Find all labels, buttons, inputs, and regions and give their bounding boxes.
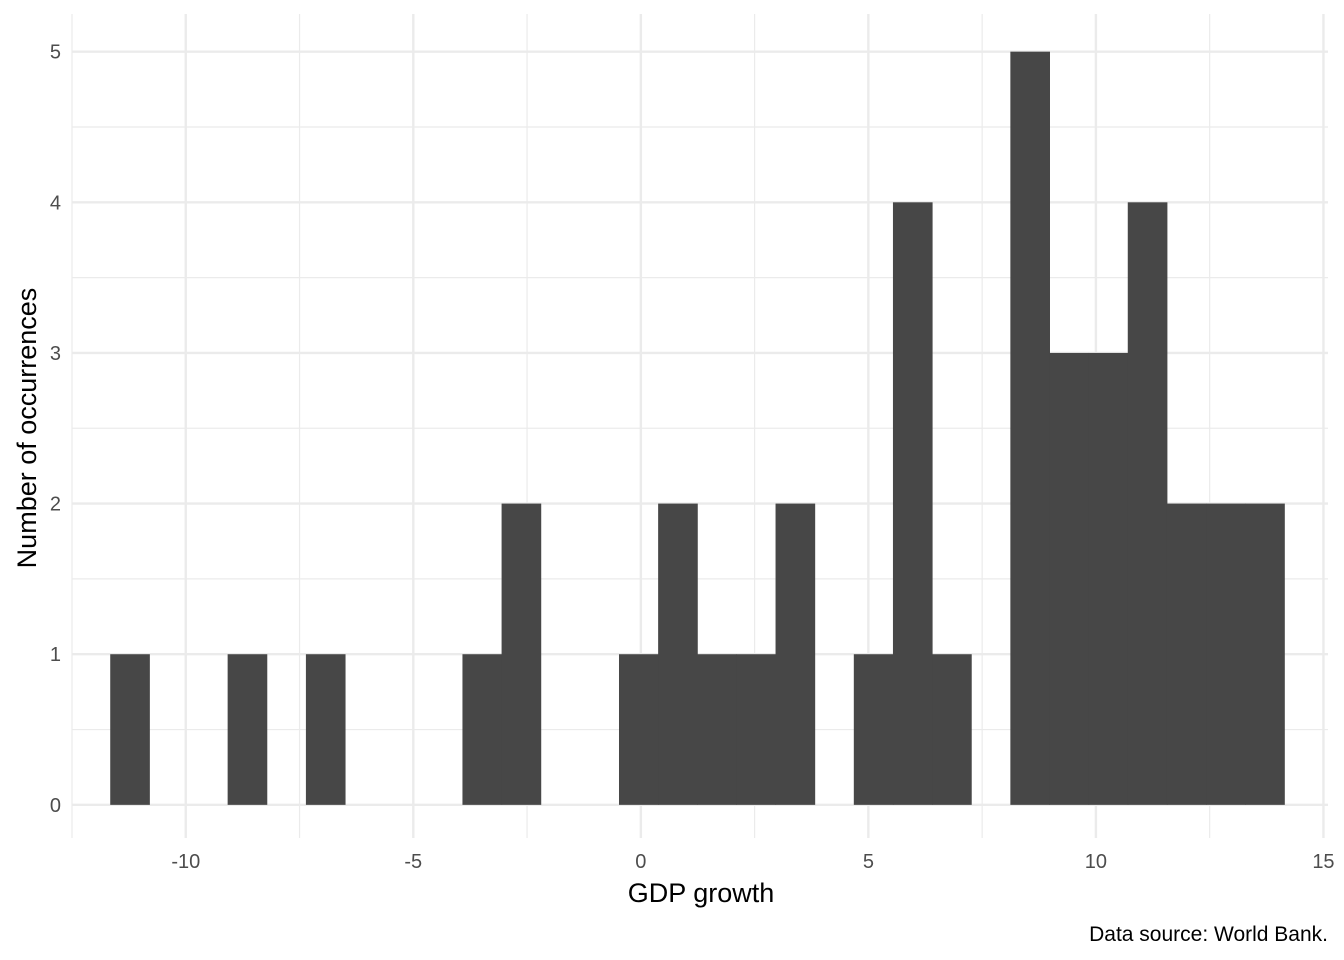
histogram-bar-15	[1088, 352, 1129, 805]
histogram-bar-4	[501, 503, 542, 805]
x-tick-label: 0	[635, 851, 646, 873]
histogram-bar-11	[892, 202, 933, 805]
histogram-bar-10	[853, 654, 894, 805]
x-tick-label: -10	[171, 851, 200, 873]
y-axis-tick-labels: 0 1 2 3 4 5	[50, 42, 61, 817]
x-axis-tick-labels: -10 -5 0 5 10 15	[171, 851, 1334, 873]
histogram-bar-0	[110, 654, 150, 805]
histogram-bar-16	[1127, 202, 1168, 805]
histogram-bar-1	[227, 654, 268, 805]
histogram-bar-7	[697, 654, 737, 805]
histogram-bar-6	[658, 503, 698, 805]
histogram-bars	[110, 51, 1285, 805]
x-tick-label: -5	[404, 851, 422, 873]
histogram-bar-17	[1166, 503, 1207, 805]
y-tick-label: 5	[50, 42, 61, 64]
x-tick-label: 15	[1312, 851, 1334, 873]
histogram-bar-19	[1245, 503, 1285, 805]
histogram-bar-5	[618, 654, 659, 805]
y-tick-label: 2	[50, 494, 61, 516]
histogram-bar-14	[1049, 352, 1090, 805]
histogram-bar-13	[1010, 51, 1050, 805]
histogram-bar-18	[1206, 503, 1246, 805]
histogram-bar-8	[736, 654, 777, 805]
y-tick-label: 1	[50, 644, 61, 666]
y-tick-label: 0	[50, 795, 61, 817]
histogram-bar-9	[775, 503, 816, 805]
histogram-bar-3	[462, 654, 503, 805]
histogram-bar-12	[932, 654, 972, 805]
histogram-bar-2	[305, 654, 346, 805]
y-tick-label: 4	[50, 192, 61, 214]
chart-caption: Data source: World Bank.	[1089, 923, 1328, 946]
minor-gridlines	[71, 14, 1328, 838]
y-axis-title: Number of occurrences	[12, 288, 42, 569]
x-axis-title: GDP growth	[628, 878, 775, 908]
x-tick-label: 10	[1085, 851, 1107, 873]
y-tick-label: 3	[50, 343, 61, 365]
x-tick-label: 5	[863, 851, 874, 873]
